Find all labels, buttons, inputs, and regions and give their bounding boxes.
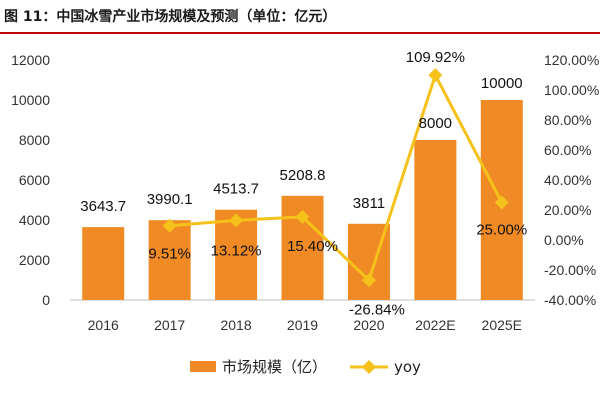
- legend-bar-label: 市场规模（亿）: [222, 358, 327, 376]
- bar: [82, 227, 125, 300]
- legend-line-marker: [362, 360, 376, 374]
- bar-data-label: 3811: [353, 195, 385, 212]
- x-tick-label: 2016: [88, 317, 119, 333]
- y-left-tick-label: 12000: [11, 52, 50, 68]
- y-right-tick-label: -20.00%: [544, 262, 596, 278]
- yoy-point: [361, 273, 376, 288]
- bar-data-label: 10000: [481, 75, 523, 92]
- yoy-data-label: 25.00%: [476, 222, 527, 239]
- y-left-tick-label: 10000: [11, 92, 50, 108]
- x-tick-label: 2019: [287, 317, 318, 333]
- yoy-data-label: 109.92%: [406, 49, 465, 66]
- x-tick-label: 2022E: [415, 317, 455, 333]
- bar-data-label: 3990.1: [147, 191, 193, 208]
- y-right-tick-label: 80.00%: [544, 112, 591, 128]
- yoy-data-label: 15.40%: [287, 238, 338, 255]
- x-tick-label: 2025E: [482, 317, 522, 333]
- y-left-tick-label: 6000: [19, 172, 50, 188]
- yoy-point: [295, 209, 310, 224]
- y-left-tick-label: 2000: [19, 252, 50, 268]
- y-right-tick-label: -40.00%: [544, 292, 596, 308]
- x-tick-label: 2017: [154, 317, 185, 333]
- y-right-tick-label: 0.00%: [544, 232, 584, 248]
- bar-data-label: 8000: [419, 115, 452, 132]
- x-tick-label: 2018: [220, 317, 251, 333]
- yoy-data-label: 13.12%: [211, 242, 262, 259]
- x-tick-label: 2020: [353, 317, 384, 333]
- y-left-tick-label: 8000: [19, 132, 50, 148]
- yoy-line: [169, 71, 504, 283]
- chart-title: 图 11：中国冰雪产业市场规模及预测（单位：亿元）: [4, 9, 337, 25]
- bar-data-label: 3643.7: [80, 198, 126, 215]
- yoy-data-label: 9.51%: [148, 246, 191, 263]
- y-right-tick-label: 60.00%: [544, 142, 591, 158]
- bar-data-label: 5208.8: [280, 167, 326, 184]
- yoy-data-label: -26.84%: [349, 301, 405, 318]
- title-rule: [0, 32, 600, 34]
- y-right-tick-label: 120.00%: [544, 52, 599, 68]
- yoy-point: [428, 68, 443, 83]
- legend-bar-swatch: [190, 361, 216, 372]
- y-right-tick-label: 40.00%: [544, 172, 591, 188]
- y-left-tick-label: 4000: [19, 212, 50, 228]
- yoy-point: [162, 218, 177, 233]
- yoy-point: [494, 195, 509, 210]
- bar-data-label: 4513.7: [213, 181, 259, 198]
- legend-line-label: yoy: [394, 358, 421, 376]
- title-bar: 图 11：中国冰雪产业市场规模及预测（单位：亿元）: [0, 0, 600, 34]
- bar: [148, 220, 191, 300]
- y-right-tick-label: 20.00%: [544, 202, 591, 218]
- y-left-tick-label: 0: [42, 292, 50, 308]
- bar: [414, 140, 457, 300]
- y-right-tick-label: 100.00%: [544, 82, 599, 98]
- yoy-point: [229, 213, 244, 228]
